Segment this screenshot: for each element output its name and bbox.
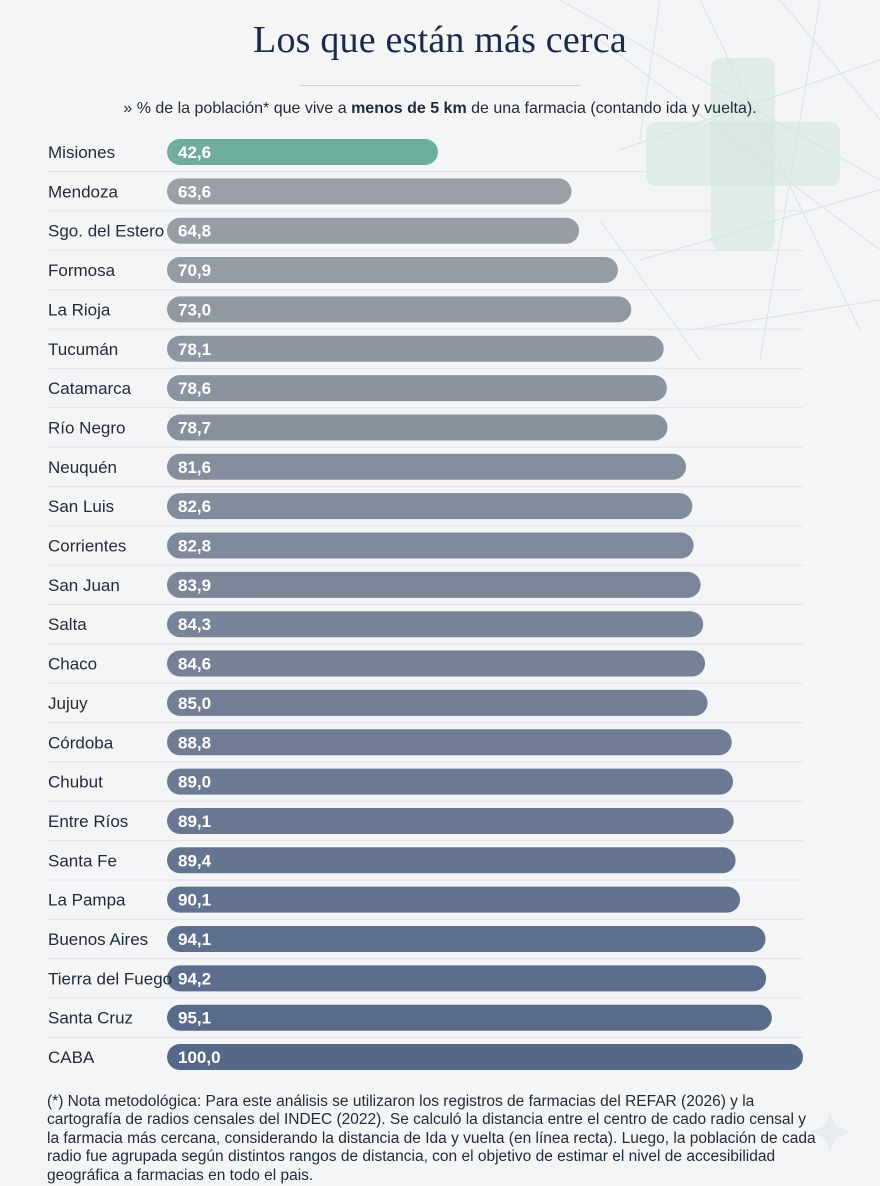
category-label: CABA [48,1048,95,1067]
value-label: 89,0 [178,773,211,792]
value-label: 42,6 [178,143,211,162]
bar-misiones [167,139,438,165]
category-label: La Pampa [48,891,126,910]
category-label: Entre Ríos [48,812,128,831]
bar-salta [167,611,704,638]
value-label: 88,8 [178,733,211,752]
category-label: Río Negro [48,418,125,437]
bar-jujuy [167,689,708,716]
category-label: Buenos Aires [48,930,148,949]
bar-san-luis [167,493,693,520]
chart-subtitle: » % de la población* que vive a menos de… [0,98,880,120]
bar-neuquén [167,453,686,480]
value-label: 89,1 [178,812,211,831]
chart-title: Los que están más cerca [253,19,627,61]
value-labels: 42,6 63,6 64,8 70,9 73,0 78,1 78,6 78,7 81,6 82,6… [178,143,221,1067]
value-label: 89,4 [178,851,212,870]
category-label: La Rioja [48,300,111,319]
bar-tierra-del-fuego [167,965,767,992]
value-label: 83,9 [178,576,211,595]
bar-la-pampa [167,886,741,913]
value-label: 64,8 [178,222,211,241]
value-label: 63,6 [178,182,211,201]
bar-chaco [167,650,706,677]
grid-lines [48,171,803,1038]
value-label: 90,1 [178,891,211,910]
value-label: 81,6 [178,458,211,477]
bar-tucumán [167,335,664,362]
category-label: Corrientes [48,537,126,556]
value-label: 94,1 [178,930,211,949]
category-labels: Misiones Mendoza Sgo. del Estero Formosa La … [48,143,172,1067]
value-label: 82,8 [178,537,211,556]
bar-santa-fe [167,847,736,874]
category-label: Jujuy [48,694,88,713]
bar-formosa [167,257,618,284]
category-label: Sgo. del Estero [48,222,164,241]
value-label: 70,9 [178,261,211,280]
bar-sgo-del-estero [167,217,580,244]
category-label: Neuquén [48,458,117,477]
bar-río-negro [167,414,668,441]
value-label: 85,0 [178,694,211,713]
bar-corrientes [167,532,694,559]
value-label: 94,2 [178,969,211,988]
category-label: Chubut [48,773,103,792]
value-label: 78,7 [178,418,211,437]
bar-catamarca [167,375,667,402]
value-label: 95,1 [178,1009,211,1028]
category-label: Córdoba [48,733,114,752]
bar-la-rioja [167,296,632,323]
category-label: San Juan [48,576,120,595]
bars [167,139,803,1071]
category-label: Tierra del Fuego [48,969,172,988]
bar-san-juan [167,571,701,598]
value-label: 73,0 [178,300,211,319]
category-label: Santa Fe [48,851,117,870]
category-label: Catamarca [48,379,132,398]
bar-córdoba [167,729,732,756]
bar-entre-ríos [167,807,734,834]
bar-caba [167,1044,803,1071]
bar-santa-cruz [167,1004,772,1031]
category-label: Chaco [48,655,97,674]
category-label: Misiones [48,143,115,162]
bar-chubut [167,768,734,795]
value-label: 82,6 [178,497,211,516]
subtitle-text-start: » % de la población* que vive a [123,100,352,117]
value-label: 84,3 [178,615,211,634]
bar-mendoza [167,178,572,205]
title-divider [300,85,580,86]
category-label: Salta [48,615,87,634]
category-label: Mendoza [48,182,118,201]
value-label: 78,1 [178,340,211,359]
category-label: Santa Cruz [48,1009,133,1028]
methodology-note: (*) Nota metodológica: Para este análisi… [47,1093,816,1184]
value-label: 78,6 [178,379,211,398]
category-label: Formosa [48,261,116,280]
bar-buenos-aires [167,926,766,952]
value-label: 100,0 [178,1048,221,1067]
subtitle-emphasis: menos de 5 km [351,100,467,117]
value-label: 84,6 [178,655,211,674]
subtitle-text-end: de una farmacia (contando ida y vuelta). [466,100,757,117]
category-label: San Luis [48,497,114,516]
category-label: Tucumán [48,340,118,359]
